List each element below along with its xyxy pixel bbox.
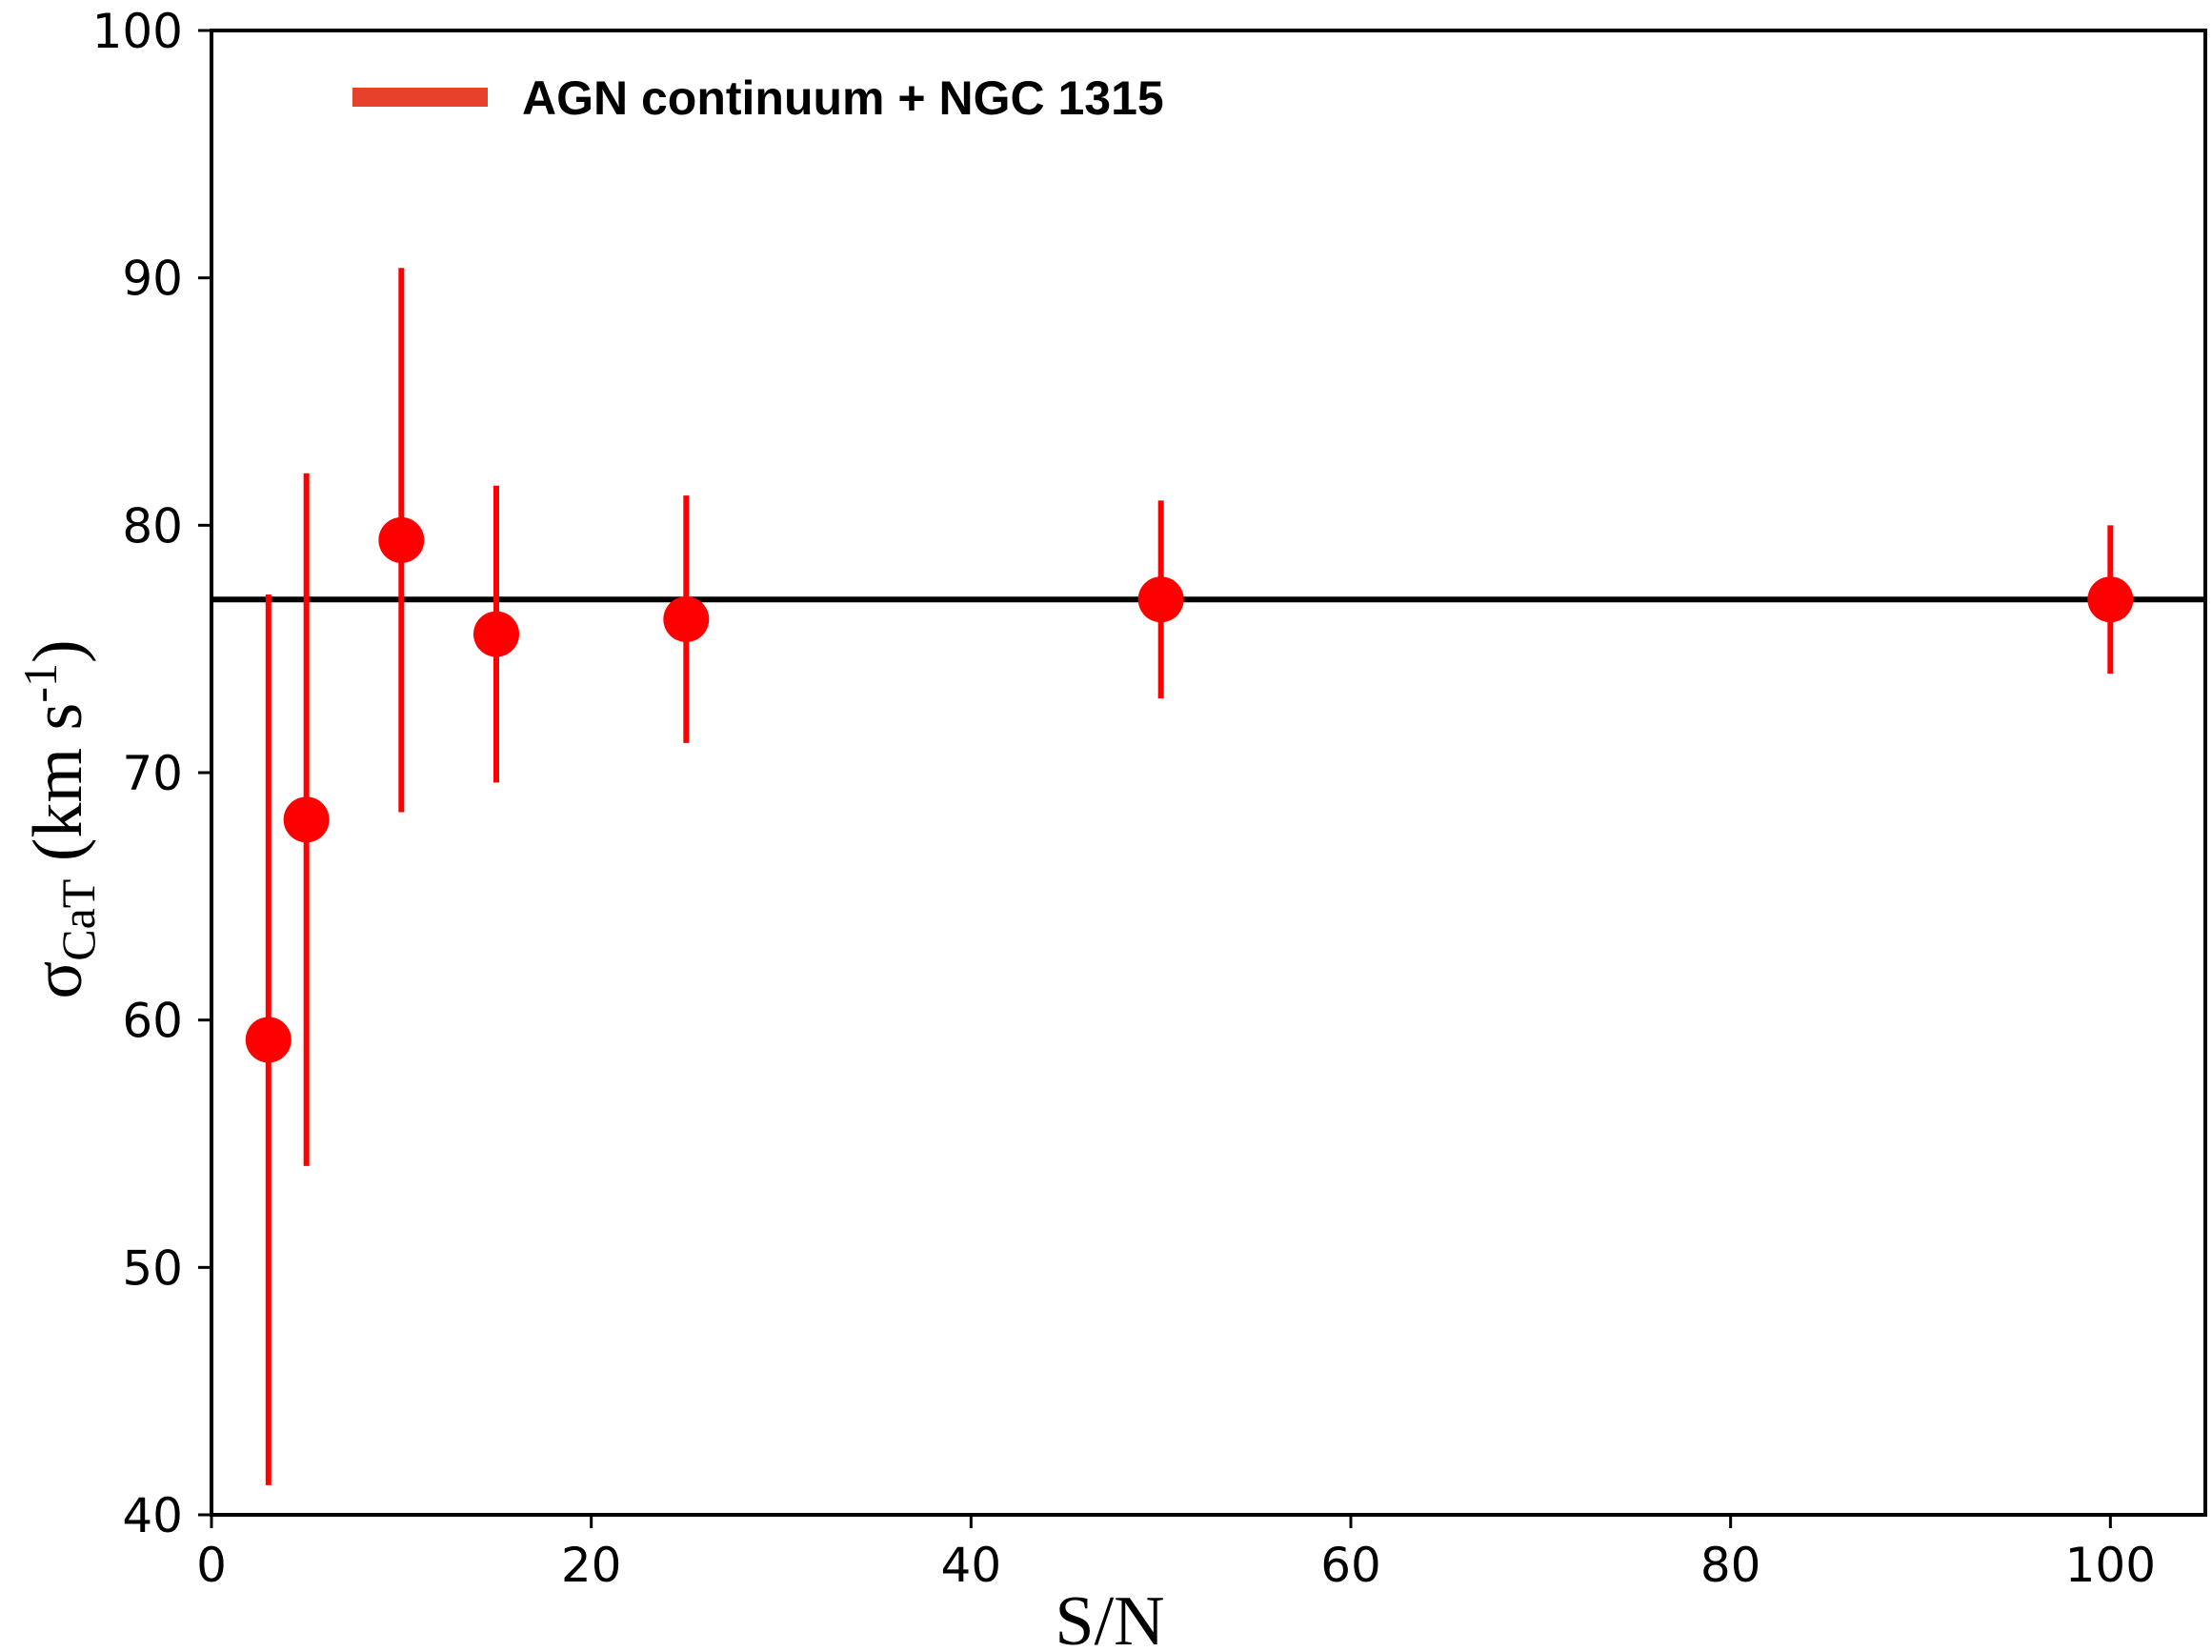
x-tick-label: 20 xyxy=(561,1538,622,1593)
y-tick-label: 50 xyxy=(122,1240,183,1296)
y-axis-title-superscript: -1 xyxy=(13,663,67,703)
x-tick-label: 0 xyxy=(196,1538,227,1593)
y-axis-title-unit: (km s xyxy=(19,703,97,879)
data-points-layer xyxy=(245,516,2134,1063)
x-axis-ticks: 0 20 40 60 80 100 xyxy=(196,1515,2156,1593)
y-axis-title-subscript: CaT xyxy=(51,879,105,961)
legend-label: AGN continuum + NGC 1315 xyxy=(522,71,1164,125)
data-point xyxy=(663,596,710,643)
y-tick-label: 80 xyxy=(122,498,183,554)
y-tick-label: 70 xyxy=(122,746,183,801)
y-tick-label: 40 xyxy=(122,1488,183,1543)
x-tick-label: 40 xyxy=(941,1538,1002,1593)
x-tick-label: 100 xyxy=(2065,1538,2156,1593)
data-point xyxy=(283,796,330,843)
legend-swatch xyxy=(352,88,488,107)
y-axis-ticks: 40 50 60 70 80 90 100 xyxy=(92,4,211,1543)
error-bars-layer xyxy=(265,268,2114,1485)
data-point xyxy=(2087,576,2134,623)
x-tick-label: 60 xyxy=(1320,1538,1381,1593)
plot-frame xyxy=(210,29,2207,1517)
y-axis-title: σCaT (km s-1) xyxy=(13,639,105,998)
legend: AGN continuum + NGC 1315 xyxy=(352,71,1164,125)
x-tick-label: 80 xyxy=(1700,1538,1761,1593)
y-tick-label: 60 xyxy=(122,994,183,1049)
data-point xyxy=(245,1017,292,1063)
x-axis-title: S/N xyxy=(1055,1582,1164,1652)
y-tick-label: 90 xyxy=(122,252,183,307)
data-point xyxy=(378,516,425,563)
data-point xyxy=(1137,576,1184,623)
y-axis-title-symbol: σ xyxy=(19,961,97,999)
data-point xyxy=(473,611,519,657)
y-tick-label: 100 xyxy=(92,4,183,59)
y-axis-title-unit-close: ) xyxy=(19,639,97,663)
